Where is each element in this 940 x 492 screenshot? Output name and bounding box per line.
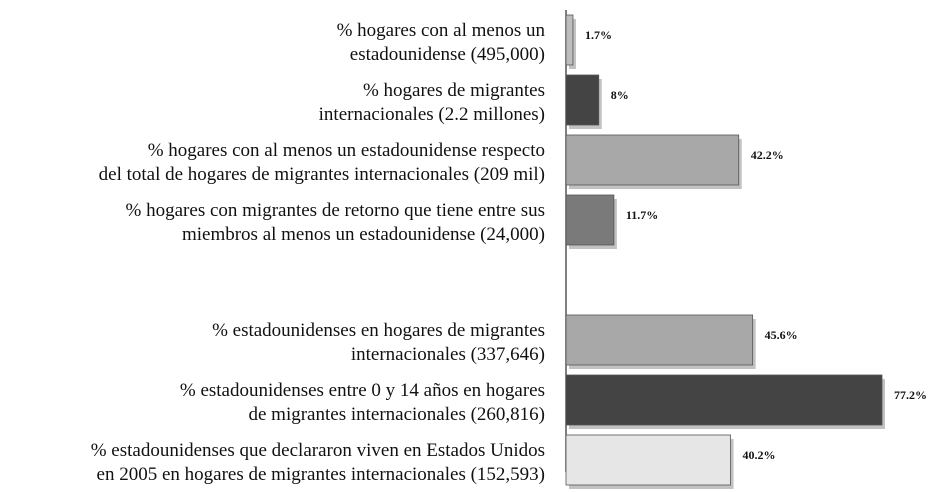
category-label-line: % hogares con al menos un: [337, 20, 546, 41]
category-label: % hogares de migrantes internacionales (2…: [319, 80, 545, 125]
value-label: 11.7%: [626, 208, 658, 222]
bar: [565, 374, 883, 426]
category-label-line: % hogares con migrantes de retorno que t…: [126, 200, 545, 221]
category-label: % hogares con migrantes de retorno que t…: [126, 200, 545, 245]
bar: [565, 434, 731, 486]
category-label-line: % estadounidenses que declararon viven e…: [91, 440, 545, 461]
category-label: % hogares con al menos un estadounidense…: [99, 140, 545, 185]
category-label-line: de migrantes internacionales (260,816): [248, 404, 545, 425]
value-label: 40.2%: [743, 448, 776, 462]
value-label: 1.7%: [585, 28, 612, 42]
category-label-line: % estadounidenses en hogares de migrante…: [212, 320, 545, 341]
bar: [565, 14, 574, 66]
category-label-line: % hogares de migrantes: [363, 80, 545, 101]
category-label: % estadounidenses que declararon viven e…: [91, 440, 545, 485]
value-label: 8%: [611, 88, 629, 102]
category-label-line: en 2005 en hogares de migrantes internac…: [97, 464, 545, 485]
category-label-line: internacionales (337,646): [351, 344, 545, 365]
category-label: % estadounidenses entre 0 y 14 años en h…: [180, 380, 545, 425]
bar: [565, 314, 754, 366]
category-label-line: internacionales (2.2 millones): [319, 104, 545, 125]
category-label-line: estadounidense (495,000): [350, 44, 545, 65]
category-label: % estadounidenses en hogares de migrante…: [212, 320, 545, 365]
bar: [565, 194, 615, 246]
value-label: 45.6%: [765, 328, 798, 342]
category-label: % hogares con al menos un estadounidense …: [337, 20, 546, 65]
category-label-line: % hogares con al menos un estadounidense…: [148, 140, 545, 161]
bar: [565, 74, 600, 126]
bar: [565, 134, 740, 186]
category-label-line: % estadounidenses entre 0 y 14 años en h…: [180, 380, 545, 401]
category-label-line: del total de hogares de migrantes intern…: [99, 164, 545, 185]
value-label: 77.2%: [894, 388, 927, 402]
category-label-line: miembros al menos un estadounidense (24,…: [182, 224, 545, 245]
value-label: 42.2%: [751, 148, 784, 162]
